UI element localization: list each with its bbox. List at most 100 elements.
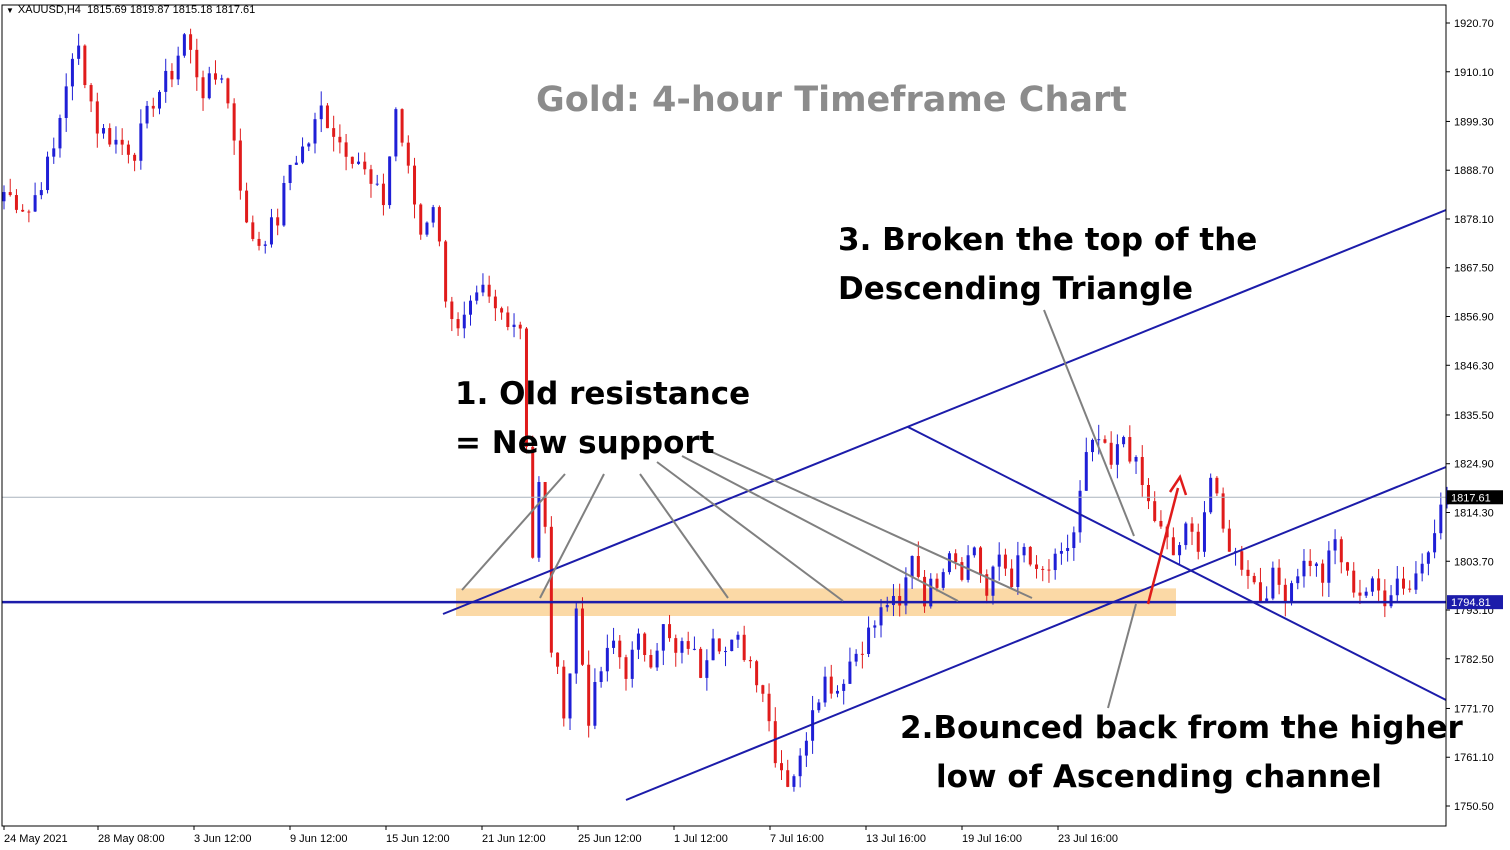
candle-body (456, 319, 460, 329)
candle-body (481, 284, 485, 293)
candle (923, 570, 927, 613)
candle (556, 652, 560, 675)
candle-body (251, 222, 255, 239)
bounce-arrow (1146, 487, 1180, 605)
bounce-arrow-head (1168, 474, 1188, 496)
candle (201, 70, 205, 111)
candle-body (674, 638, 678, 653)
candle-body (406, 142, 410, 166)
caret-down-icon[interactable]: ▼ (6, 6, 14, 15)
candle (369, 164, 373, 198)
candle-body (767, 693, 771, 722)
candle (1109, 431, 1113, 469)
x-tick-label: 15 Jun 12:00 (386, 833, 450, 845)
candle-body (338, 136, 342, 143)
candle-body (1321, 563, 1325, 583)
pointer-line-3 (639, 473, 729, 599)
candle-body (1134, 456, 1138, 462)
candle-body (537, 481, 541, 558)
current-price-tag (1447, 490, 1503, 505)
candle (661, 624, 665, 666)
candle (848, 647, 852, 684)
candle (1314, 562, 1318, 577)
support-level-tag (1447, 595, 1503, 610)
candle (674, 634, 678, 667)
candle-body (518, 324, 522, 329)
ohlc-text: 1815.69 1819.87 1815.18 1817.61 (87, 4, 256, 16)
candle (1383, 579, 1387, 618)
candle-body (1408, 588, 1412, 590)
candle (1395, 566, 1399, 603)
candle-body (1352, 570, 1356, 593)
candle-body (1202, 512, 1206, 552)
candle-body (1041, 568, 1045, 570)
symbol-header[interactable]: ▼ XAUUSD,H4 1815.69 1819.87 1815.18 1817.… (6, 4, 255, 16)
candle-body (139, 123, 143, 161)
candle-body (531, 446, 535, 558)
candle-body (213, 73, 217, 80)
candle-body (792, 776, 796, 787)
candle-body (618, 640, 622, 658)
candle-body (431, 207, 435, 223)
candle-body (699, 648, 703, 678)
candle-body (935, 578, 939, 588)
candle (1364, 587, 1368, 598)
candle (1227, 519, 1231, 552)
candle (1003, 548, 1007, 576)
candle (1103, 435, 1107, 444)
candle (102, 124, 106, 139)
candle (1140, 445, 1144, 497)
candle (686, 631, 690, 655)
candle (587, 650, 591, 738)
candle-body (27, 211, 31, 213)
candle (997, 542, 1001, 581)
candle (1146, 478, 1150, 510)
candle (1022, 543, 1026, 563)
candle-body (736, 634, 740, 640)
candle-body (860, 653, 864, 655)
candle-body (711, 638, 715, 661)
candle-body (1246, 569, 1250, 576)
candle-body (593, 682, 597, 726)
candle-body (1097, 439, 1101, 441)
candle (717, 638, 721, 655)
candle (195, 38, 199, 91)
candle-body (1196, 531, 1200, 552)
candle-body (524, 328, 528, 447)
candle-body (1364, 591, 1368, 596)
candle (711, 628, 715, 661)
candle-body (1059, 550, 1063, 554)
candle-body (257, 238, 261, 246)
candle (755, 659, 759, 693)
candle-body (1215, 477, 1219, 494)
candle (1035, 555, 1039, 579)
candle-body (487, 284, 491, 297)
candle (189, 28, 193, 64)
candle-body (226, 78, 230, 104)
candle (344, 133, 348, 171)
candle-body (1420, 563, 1424, 574)
candle-body (493, 296, 497, 309)
candle-body (201, 77, 205, 99)
candle-body (220, 78, 224, 80)
pointer-line-1 (461, 473, 566, 591)
candle-body (344, 142, 348, 157)
pointer-line-7 (1043, 309, 1135, 537)
candle (817, 699, 821, 713)
candle (518, 321, 522, 340)
candle (972, 546, 976, 558)
candle-body (761, 685, 765, 694)
candle-body (1035, 564, 1039, 569)
candle (612, 627, 616, 655)
candle-body (1296, 576, 1300, 584)
x-tick-label: 9 Jun 12:00 (290, 833, 348, 845)
candle-body (960, 562, 964, 580)
candle (307, 142, 311, 152)
candle (748, 656, 752, 669)
candle (1010, 559, 1014, 590)
candle-body (282, 183, 286, 226)
candle-body (207, 73, 211, 99)
candle-body (1395, 578, 1399, 596)
candle (1196, 523, 1200, 560)
